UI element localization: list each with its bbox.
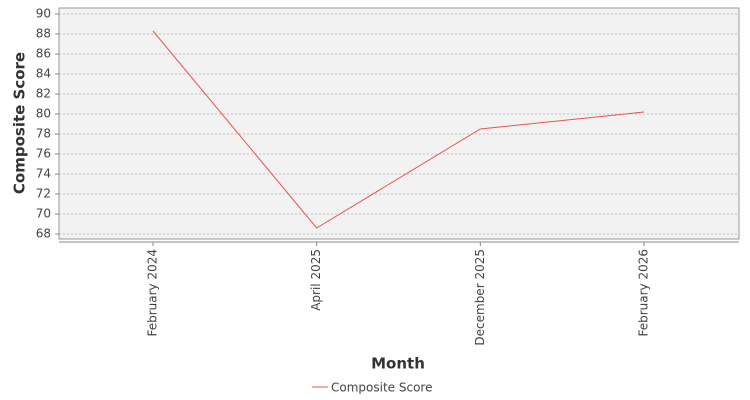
y-tick-label: 88 <box>36 27 51 41</box>
y-tick-label: 80 <box>36 107 51 121</box>
legend-label: Composite Score <box>331 381 432 395</box>
y-tick-label: 84 <box>36 67 51 81</box>
y-tick-label: 72 <box>36 187 51 201</box>
legend: Composite Score <box>312 381 432 395</box>
x-axis-label: Month <box>371 355 425 373</box>
data-line <box>152 30 645 229</box>
y-tick-label: 74 <box>36 167 51 181</box>
y-tick-label: 78 <box>36 127 51 141</box>
y-tick-label: 70 <box>36 207 51 221</box>
y-tick-label: 76 <box>36 147 51 161</box>
plot-area <box>58 7 740 240</box>
y-tick-label: 86 <box>36 47 51 61</box>
y-tick-label: 82 <box>36 87 51 101</box>
x-tick-label: February 2024 <box>146 249 160 337</box>
x-tick-label: December 2025 <box>473 249 487 346</box>
y-tick-label: 68 <box>36 227 51 241</box>
y-tick-label: 90 <box>36 7 51 21</box>
x-tick-label: February 2026 <box>637 249 651 337</box>
y-axis-label: Composite Score <box>11 52 29 194</box>
x-tick-label: April 2025 <box>309 249 323 311</box>
